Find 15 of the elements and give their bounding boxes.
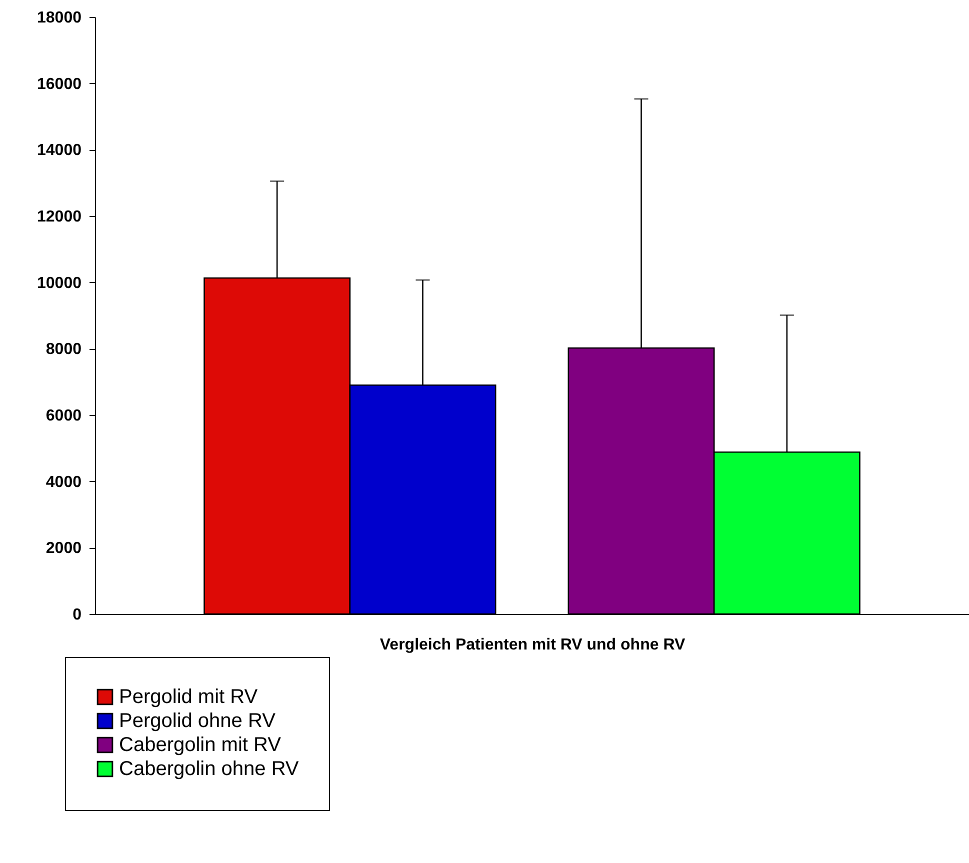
legend-label: Cabergolin mit RV <box>119 734 282 756</box>
y-tick-label: 4000 <box>46 474 82 491</box>
y-tick-label: 16000 <box>37 76 82 93</box>
y-tick-label: 18000 <box>37 10 82 26</box>
y-tick-label: 10000 <box>37 274 82 292</box>
y-tick-label: 8000 <box>46 341 82 358</box>
y-tick-label: 14000 <box>37 142 82 160</box>
y-tick-label: 12000 <box>37 208 82 226</box>
y-tick-label: 2000 <box>46 540 82 558</box>
legend-label: Cabergolin ohne RV <box>119 758 300 780</box>
y-tick-label: 6000 <box>46 408 82 424</box>
x-axis-title: Vergleich Patienten mit RV und ohne RV <box>380 636 686 654</box>
legend-label: Pergolid ohne RV <box>119 710 276 732</box>
legend-label: Pergolid mit RV <box>119 686 258 708</box>
y-tick-label: 0 <box>72 606 82 624</box>
